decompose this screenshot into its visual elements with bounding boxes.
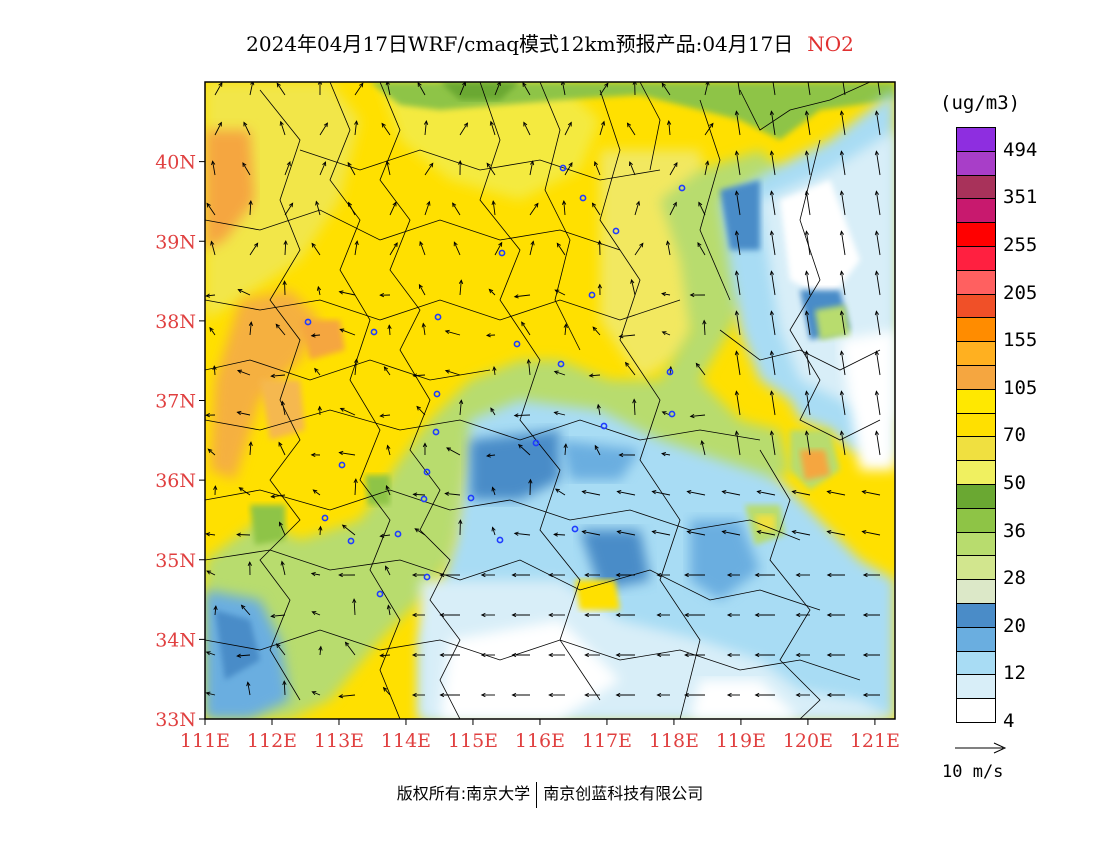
lon-axis: 111E 112E 113E 114E 115E 116E 117E 118E 119E 120E… xyxy=(180,719,900,752)
lon-tick-label: 113E xyxy=(314,730,364,752)
lat-tick-label: 36N xyxy=(155,470,196,492)
footer-copyright: 版权所有:南京大学 xyxy=(396,784,531,803)
legend-label: 70 xyxy=(1003,424,1026,447)
legend-label: 105 xyxy=(1003,376,1038,399)
title-main: 2024年04月17日WRF/cmaq模式12km预报产品:04月17日 xyxy=(246,32,794,56)
legend-label: 12 xyxy=(1003,662,1026,685)
legend-swatch xyxy=(956,674,996,700)
legend-swatch xyxy=(956,246,996,271)
legend-label: 155 xyxy=(1003,329,1038,352)
legend-swatch xyxy=(956,388,996,414)
legend-swatch xyxy=(956,603,996,628)
legend-swatch xyxy=(956,365,996,390)
legend-label: 494 xyxy=(1003,138,1038,161)
legend-label: 4 xyxy=(1003,710,1015,732)
legend-swatch xyxy=(956,555,996,581)
legend-swatch xyxy=(956,293,996,319)
legend-label: 50 xyxy=(1003,472,1026,494)
legend-swatch xyxy=(956,174,996,200)
legend-swatch xyxy=(956,531,996,557)
legend-label: 351 xyxy=(1003,186,1038,209)
lat-tick-label: 39N xyxy=(155,231,196,253)
lon-tick-label: 112E xyxy=(247,730,297,752)
footer-divider xyxy=(536,781,538,808)
lat-tick-label: 38N xyxy=(155,311,196,333)
legend-label: 255 xyxy=(1003,234,1038,256)
chart-title: 2024年04月17日WRF/cmaq模式12km预报产品:04月17日 NO2 xyxy=(0,28,1100,57)
lon-tick-label: 119E xyxy=(716,730,766,752)
legend-swatch xyxy=(956,198,996,224)
lat-tick-label: 40N xyxy=(155,152,196,174)
legend-label: 205 xyxy=(1003,281,1038,304)
lat-tick-label: 34N xyxy=(155,629,196,651)
color-legend xyxy=(956,127,996,723)
legend-swatch xyxy=(956,460,996,485)
legend-swatch xyxy=(956,222,996,247)
legend-swatch xyxy=(956,507,996,533)
legend-label: 36 xyxy=(1003,519,1026,542)
concentration-field xyxy=(205,82,895,719)
lon-tick-label: 120E xyxy=(783,730,833,752)
legend-swatch xyxy=(956,412,996,438)
lon-tick-label: 118E xyxy=(649,730,699,752)
title-pollutant: NO2 xyxy=(807,32,854,56)
legend-swatch xyxy=(956,341,996,366)
legend-swatch xyxy=(956,436,996,462)
lon-tick-label: 117E xyxy=(582,730,632,752)
legend-swatch xyxy=(956,317,996,343)
wind-reference-label: 10 m/s xyxy=(942,762,1004,782)
footer: 版权所有:南京大学 南京创蓝科技有限公司 xyxy=(0,780,1100,808)
lon-tick-label: 116E xyxy=(515,730,565,752)
lon-tick-label: 114E xyxy=(381,730,431,752)
lon-tick-label: 115E xyxy=(448,730,498,752)
legend-swatch xyxy=(956,579,996,604)
footer-company: 南京创蓝科技有限公司 xyxy=(543,784,704,803)
wind-reference-arrow xyxy=(955,742,1007,754)
legend-swatch xyxy=(956,127,996,152)
wind-vector-field xyxy=(205,82,881,699)
lon-tick-label: 111E xyxy=(180,730,230,752)
legend-swatch xyxy=(956,650,996,676)
legend-swatch xyxy=(956,626,996,652)
legend-swatch xyxy=(956,150,996,176)
legend-unit: (ug/m3) xyxy=(940,92,1021,114)
legend-label: 20 xyxy=(1003,614,1026,637)
legend-swatch xyxy=(956,484,996,509)
legend-swatch xyxy=(956,698,996,723)
lat-tick-label: 37N xyxy=(155,391,196,413)
lat-axis: 40N 39N 38N 37N 36N 35N 34N 33N xyxy=(155,152,205,731)
city-markers xyxy=(304,164,686,598)
lat-tick-label: 35N xyxy=(155,550,196,572)
lat-tick-label: 33N xyxy=(155,709,196,731)
legend-swatch xyxy=(956,269,996,295)
lon-tick-label: 121E xyxy=(850,730,900,752)
legend-label: 28 xyxy=(1003,567,1026,590)
